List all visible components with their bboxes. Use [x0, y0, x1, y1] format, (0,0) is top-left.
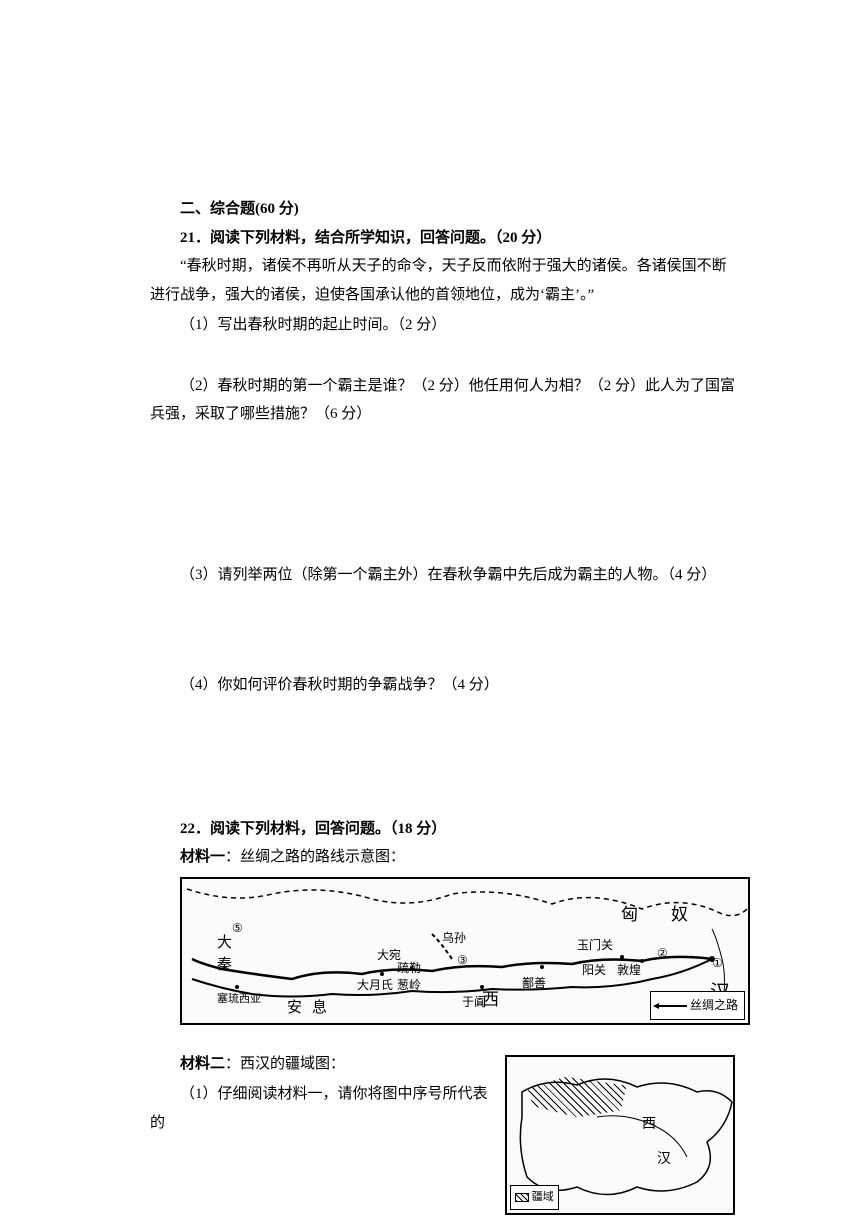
map-num-1: ① [712, 952, 723, 975]
map1-legend-text: 丝绸之路 [690, 998, 738, 1012]
map-label-saiglucia: 塞琉西亚 [217, 989, 261, 1010]
q21-passage: “春秋时期，诸侯不再听从天子的命令，天子反而依附于强大的诸侯。各诸侯国不断进行战… [150, 252, 735, 309]
q21-header: 21．阅读下列材料，结合所学知识，回答问题。（20 分） [150, 224, 735, 253]
q21-sub4: （4）你如何评价春秋时期的争霸战争？（4 分） [150, 671, 735, 700]
q21-sub2: （2）春秋时期的第一个霸主是谁？（2 分）他任用何人为相？（2 分）此人为了国富… [150, 372, 735, 429]
map-label-congling: 葱岭 [397, 974, 421, 997]
legend-arrow-icon [657, 1005, 687, 1007]
map-label-daqin-b: 秦 [217, 951, 232, 980]
map1-legend: 丝绸之路 [650, 991, 745, 1020]
material2-desc: ：西汉的疆域图： [225, 1056, 345, 1072]
map2-legend-text: 疆域 [532, 1191, 554, 1203]
map-label-wusun: 乌孙 [442, 927, 466, 950]
map2-han: 汉 [657, 1147, 671, 1174]
western-han-map: 西 汉 疆域 [505, 1055, 735, 1215]
map-label-yangguan: 阳关 [582, 959, 606, 982]
map-label-xiongnu-r: 奴 [671, 899, 688, 931]
material1-bold: 材料一 [180, 849, 225, 865]
map-label-yutian: 于阗 [462, 991, 486, 1014]
map2-xi: 西 [642, 1112, 656, 1139]
map-label-dunhuang: 敦煌 [617, 959, 641, 982]
map-num-3: ③ [457, 949, 468, 972]
material1-label: 材料一：丝绸之路的路线示意图： [150, 843, 735, 872]
q22-header: 22．阅读下列材料，回答问题。（18 分） [150, 815, 735, 844]
silk-road-map: 匈 奴 汉 西 玉门关 阳关 敦煌 鄯善 于阗 疏勒 葱岭 大宛 大月氏 乌孙 … [180, 877, 750, 1025]
map-label-dayuezhi: 大月氏 [357, 974, 393, 997]
q21-sub3: （3）请列举两位（除第一个霸主外）在春秋争霸中先后成为霸主的人物。（4 分） [150, 561, 735, 590]
map-label-shanshan: 鄯善 [522, 972, 546, 995]
section-title: 二、综合题(60 分) [150, 195, 735, 224]
material1-desc: ：丝绸之路的路线示意图： [225, 849, 405, 865]
map-label-xiongnu-l: 匈 [621, 899, 638, 931]
q21-sub1: （1）写出春秋时期的起止时间。（2 分） [150, 311, 735, 340]
map-label-dayuan: 大宛 [377, 944, 401, 967]
legend-hatch-icon [515, 1193, 529, 1202]
map-num-2: ② [657, 942, 668, 965]
material2-bold: 材料二 [180, 1056, 225, 1072]
map-label-yumen: 玉门关 [577, 934, 613, 957]
map-label-anxi: 安息 [287, 994, 337, 1023]
map2-legend: 疆域 [510, 1185, 559, 1210]
map-num-5: ⑤ [232, 917, 243, 940]
